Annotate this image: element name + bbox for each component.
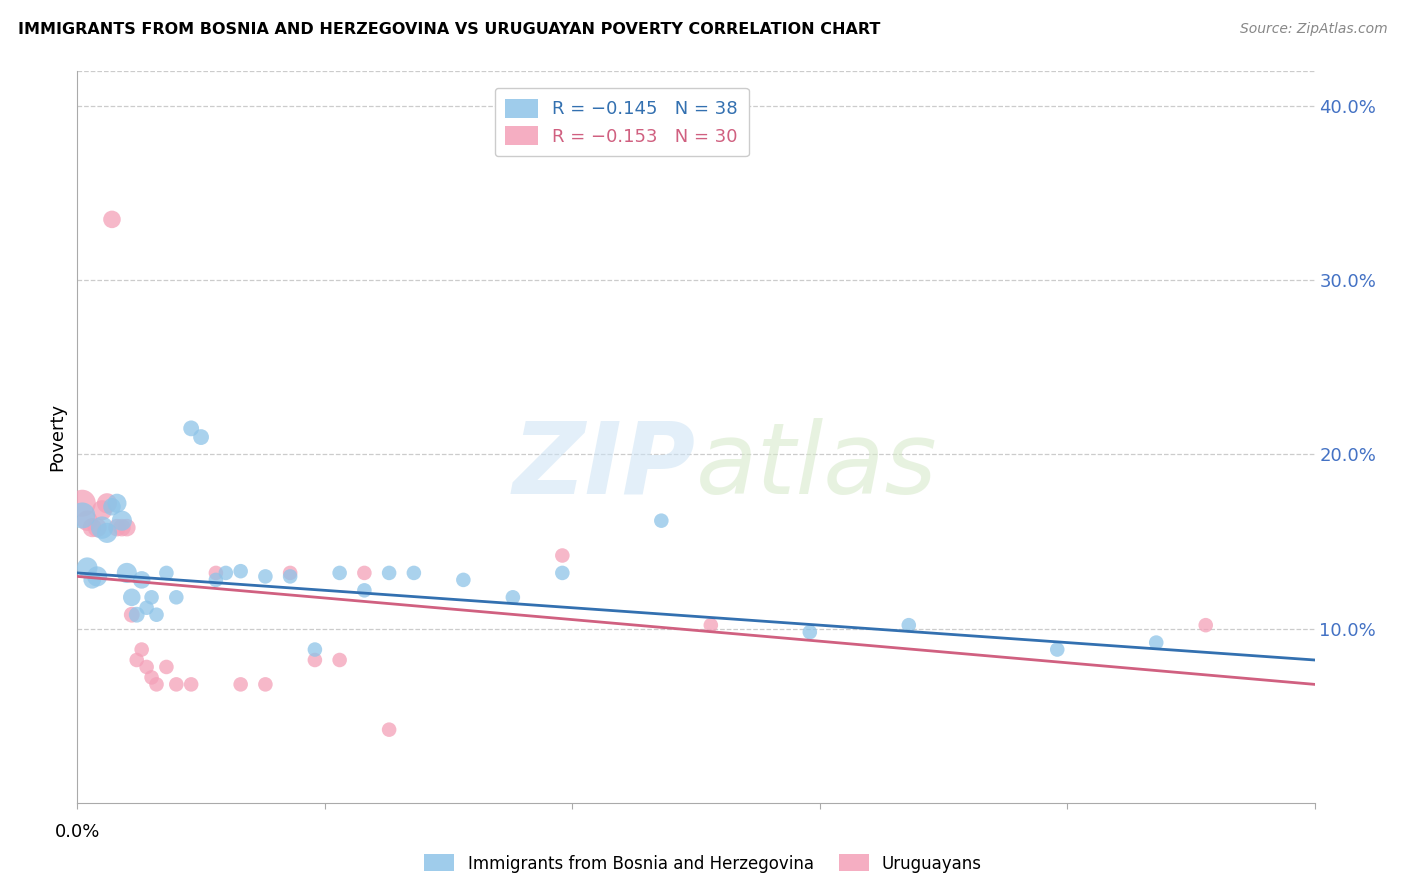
Point xyxy=(278,569,301,583)
Point xyxy=(278,566,301,580)
Point xyxy=(353,566,375,580)
Point xyxy=(1195,618,1218,632)
Point xyxy=(650,514,672,528)
Point xyxy=(329,566,352,580)
Point xyxy=(111,514,134,528)
Point xyxy=(131,642,153,657)
Point xyxy=(254,569,277,583)
Point xyxy=(378,723,401,737)
Point xyxy=(86,521,108,535)
Text: Source: ZipAtlas.com: Source: ZipAtlas.com xyxy=(1240,22,1388,37)
Point xyxy=(101,500,124,514)
Point xyxy=(111,521,134,535)
Point xyxy=(115,566,138,580)
Point xyxy=(125,653,148,667)
Point xyxy=(190,430,212,444)
Point xyxy=(799,625,821,640)
Text: ZIP: ZIP xyxy=(513,417,696,515)
Point xyxy=(141,670,163,684)
Point xyxy=(135,660,157,674)
Point xyxy=(96,496,118,510)
Point xyxy=(145,677,167,691)
Point xyxy=(229,677,252,691)
Point xyxy=(1046,642,1069,657)
Point xyxy=(145,607,167,622)
Point xyxy=(91,521,114,535)
Point xyxy=(502,591,524,605)
Point xyxy=(135,600,157,615)
Point xyxy=(700,618,723,632)
Point xyxy=(155,660,177,674)
Point xyxy=(121,607,143,622)
Point xyxy=(72,496,94,510)
Point xyxy=(105,521,128,535)
Point xyxy=(131,573,153,587)
Text: 0.0%: 0.0% xyxy=(55,823,100,841)
Point xyxy=(180,421,202,435)
Point xyxy=(76,514,98,528)
Point xyxy=(353,583,375,598)
Point xyxy=(304,653,326,667)
Point xyxy=(82,573,104,587)
Point xyxy=(304,642,326,657)
Point xyxy=(155,566,177,580)
Point xyxy=(378,566,401,580)
Text: atlas: atlas xyxy=(696,417,938,515)
Point xyxy=(551,566,574,580)
Point xyxy=(215,566,238,580)
Point xyxy=(125,607,148,622)
Legend: Immigrants from Bosnia and Herzegovina, Uruguayans: Immigrants from Bosnia and Herzegovina, … xyxy=(418,847,988,880)
Point xyxy=(180,677,202,691)
Point xyxy=(101,212,124,227)
Point xyxy=(121,591,143,605)
Point xyxy=(165,591,187,605)
Point xyxy=(105,496,128,510)
Point xyxy=(329,653,352,667)
Point xyxy=(82,521,104,535)
Point xyxy=(91,503,114,517)
Text: IMMIGRANTS FROM BOSNIA AND HERZEGOVINA VS URUGUAYAN POVERTY CORRELATION CHART: IMMIGRANTS FROM BOSNIA AND HERZEGOVINA V… xyxy=(18,22,880,37)
Point xyxy=(86,569,108,583)
Point xyxy=(205,566,228,580)
Point xyxy=(165,677,187,691)
Point xyxy=(254,677,277,691)
Point xyxy=(551,549,574,563)
Point xyxy=(115,521,138,535)
Point xyxy=(205,573,228,587)
Point xyxy=(96,525,118,540)
Point xyxy=(453,573,475,587)
Legend: R = −0.145   N = 38, R = −0.153   N = 30: R = −0.145 N = 38, R = −0.153 N = 30 xyxy=(495,87,749,156)
Point xyxy=(402,566,425,580)
Y-axis label: Poverty: Poverty xyxy=(48,403,66,471)
Point xyxy=(72,508,94,523)
Point xyxy=(897,618,920,632)
Point xyxy=(1144,635,1167,649)
Point xyxy=(229,564,252,578)
Point xyxy=(76,560,98,574)
Point xyxy=(141,591,163,605)
